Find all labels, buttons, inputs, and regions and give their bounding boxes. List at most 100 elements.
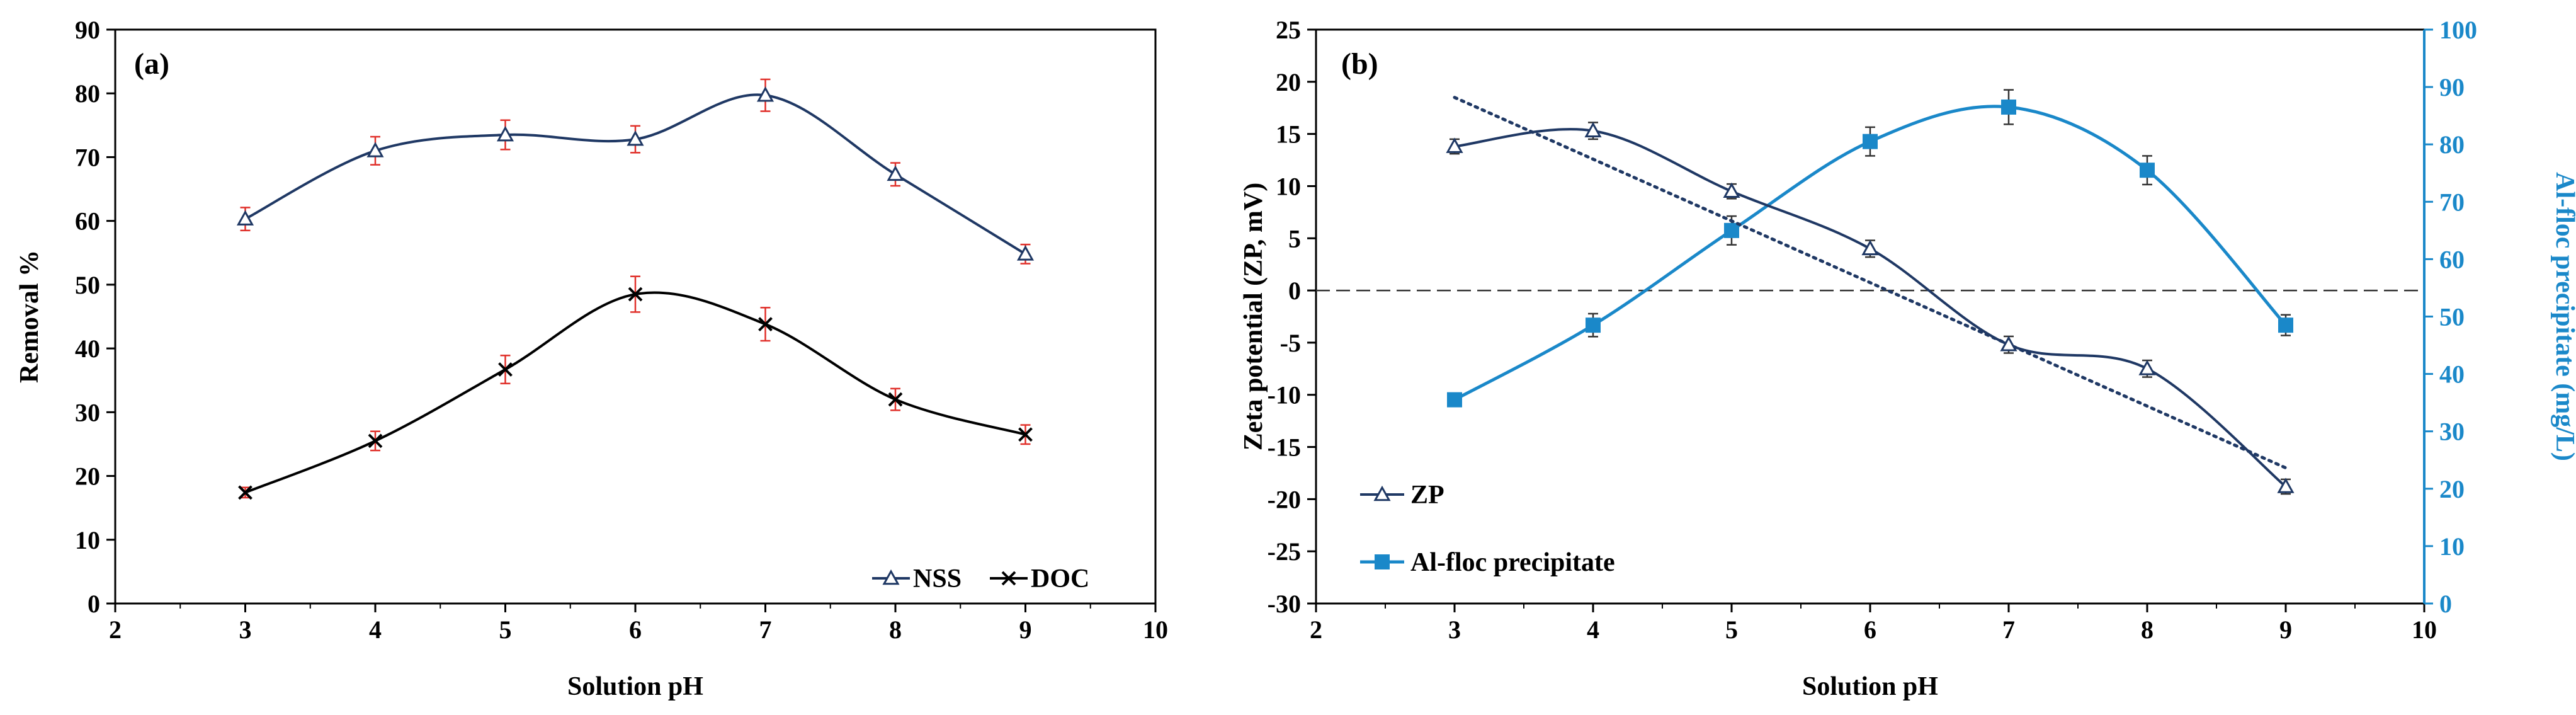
x-tick-label: 10 bbox=[2412, 615, 2437, 644]
panel-a-y-axis-label: Removal % bbox=[15, 250, 44, 383]
y-tick-label: 30 bbox=[75, 398, 100, 426]
y-tick-label: 80 bbox=[75, 79, 100, 108]
data-point-nss bbox=[627, 130, 644, 146]
x-marker-stroke bbox=[628, 287, 643, 302]
panel-b-plot-area bbox=[1315, 28, 2426, 605]
data-point-doc bbox=[498, 362, 513, 377]
x-marker-stroke bbox=[1001, 571, 1016, 586]
panel-a-x-ticks: 2 3 4 5 6 7 8 9 10 bbox=[109, 603, 1168, 644]
x-marker-stroke bbox=[368, 433, 383, 449]
panel-b-label: (b) bbox=[1341, 47, 1378, 81]
x-tick-label: 8 bbox=[2141, 615, 2153, 644]
x-marker-stroke bbox=[758, 317, 773, 332]
legend-symbol bbox=[1375, 554, 1390, 569]
y-tick-label: 90 bbox=[75, 16, 100, 44]
y-tick-label: 60 bbox=[75, 207, 100, 236]
y-tick-label: 25 bbox=[1276, 16, 1301, 44]
x-tick-label: 3 bbox=[1448, 615, 1461, 644]
y-tick-label: -5 bbox=[1280, 329, 1301, 357]
x-tick-label: 8 bbox=[889, 615, 902, 644]
data-point-nss bbox=[1016, 245, 1035, 261]
x-tick-label: 6 bbox=[1864, 615, 1876, 644]
y2-tick-label: 0 bbox=[2439, 590, 2452, 618]
legend-zp-label: ZP bbox=[1410, 481, 1444, 510]
y2-tick-label: 50 bbox=[2439, 303, 2465, 331]
panel-b-y-axis-label: Zeta potential (ZP, mV) bbox=[1239, 183, 1268, 450]
data-point-al-floc bbox=[2278, 317, 2293, 333]
y-tick-label: -25 bbox=[1268, 537, 1301, 566]
panel-b: (b) 2 3 4 5 6 7 8 9 10 -30 -25 -20 -15 -10 -5 0 5 10 15 20… bbox=[1239, 16, 2576, 701]
data-point-nss bbox=[496, 125, 514, 142]
panel-a-x-axis-label: Solution pH bbox=[567, 672, 703, 701]
panel-b-y-ticks: -30 -25 -20 -15 -10 -5 0 5 10 15 20 25 bbox=[1268, 16, 1316, 618]
data-point-zp bbox=[1723, 182, 1740, 198]
data-point-al-floc bbox=[1447, 392, 1462, 408]
y-tick-label: 10 bbox=[1276, 172, 1301, 200]
legend-doc-label: DOC bbox=[1031, 564, 1089, 593]
panel-a-series bbox=[236, 78, 1035, 500]
y2-tick-label: 60 bbox=[2439, 245, 2465, 273]
data-point-zp bbox=[2138, 360, 2156, 375]
data-point-al-floc bbox=[1863, 134, 1878, 149]
y-tick-label: 20 bbox=[75, 462, 100, 491]
x-tick-label: 4 bbox=[369, 615, 382, 644]
panel-b-x-ticks: 2 3 4 5 6 7 8 9 10 bbox=[1310, 603, 2437, 644]
legend-doc-marker bbox=[990, 571, 1028, 586]
y2-tick-label: 90 bbox=[2439, 73, 2465, 101]
panel-b-y2-axis-label: Al-floc precipitate (mg/L) bbox=[2550, 172, 2576, 461]
x-tick-label: 10 bbox=[1143, 615, 1168, 644]
y-tick-label: -30 bbox=[1268, 590, 1301, 618]
data-point-nss bbox=[887, 165, 904, 181]
data-point-zp bbox=[1584, 122, 1602, 137]
panel-a: (a) 2 3 4 5 6 7 8 9 10 0 10 20 30 40 50 60 70 80 90 Solut… bbox=[15, 16, 1168, 701]
x-tick-label: 3 bbox=[239, 615, 252, 644]
data-point-al-floc bbox=[1586, 317, 1601, 333]
data-point-zp bbox=[1861, 239, 1879, 256]
y-tick-label: 10 bbox=[75, 526, 100, 554]
data-point-nss bbox=[756, 86, 775, 102]
x-tick-label: 4 bbox=[1587, 615, 1599, 644]
y2-tick-label: 70 bbox=[2439, 188, 2465, 216]
x-tick-label: 2 bbox=[1310, 615, 1322, 644]
y2-tick-label: 80 bbox=[2439, 130, 2465, 159]
y-tick-label: 0 bbox=[88, 590, 100, 618]
y-tick-label: -20 bbox=[1268, 485, 1301, 513]
data-point-doc bbox=[238, 485, 252, 500]
y2-tick-label: 40 bbox=[2439, 360, 2465, 389]
y2-tick-label: 20 bbox=[2439, 475, 2465, 503]
y2-tick-label: 30 bbox=[2439, 418, 2465, 446]
x-tick-label: 5 bbox=[499, 615, 512, 644]
legend-symbol bbox=[1373, 485, 1391, 501]
panel-b-y2-ticks: 0 10 20 30 40 50 60 70 80 90 100 bbox=[2423, 16, 2477, 618]
data-point-doc bbox=[1018, 427, 1033, 442]
data-point-al-floc bbox=[1724, 222, 1739, 238]
x-tick-label: 7 bbox=[2002, 615, 2015, 644]
data-point-doc bbox=[758, 317, 773, 332]
legend-symbol bbox=[882, 569, 900, 585]
y-tick-label: -15 bbox=[1268, 433, 1301, 462]
legend-nss-marker bbox=[872, 569, 910, 585]
series-line-doc bbox=[244, 291, 1026, 494]
y2-tick-label: 10 bbox=[2439, 532, 2465, 561]
panel-b-legend: ZP Al-floc precipitate bbox=[1360, 481, 1615, 577]
y-tick-label: 40 bbox=[75, 335, 100, 363]
data-point-al-floc bbox=[2140, 163, 2155, 178]
x-marker-stroke bbox=[238, 485, 252, 500]
data-point-doc bbox=[628, 287, 643, 302]
legend-al-floc-label: Al-floc precipitate bbox=[1410, 548, 1615, 577]
y-tick-label: 20 bbox=[1276, 68, 1301, 96]
x-tick-label: 9 bbox=[2279, 615, 2292, 644]
data-point-doc bbox=[368, 433, 383, 449]
y-tick-label: 5 bbox=[1288, 224, 1301, 253]
data-point-zp bbox=[1446, 137, 1463, 153]
x-marker-stroke bbox=[888, 392, 903, 407]
legend-nss-label: NSS bbox=[913, 564, 962, 593]
legend-al-floc-marker bbox=[1360, 554, 1404, 569]
y-tick-label: 0 bbox=[1288, 277, 1301, 305]
y-tick-label: -10 bbox=[1268, 381, 1301, 409]
y-tick-label: 50 bbox=[75, 271, 100, 299]
panel-b-x-axis-label: Solution pH bbox=[1802, 672, 1938, 701]
x-tick-label: 2 bbox=[109, 615, 122, 644]
data-point-nss bbox=[366, 142, 384, 157]
y2-tick-label: 100 bbox=[2439, 16, 2477, 44]
